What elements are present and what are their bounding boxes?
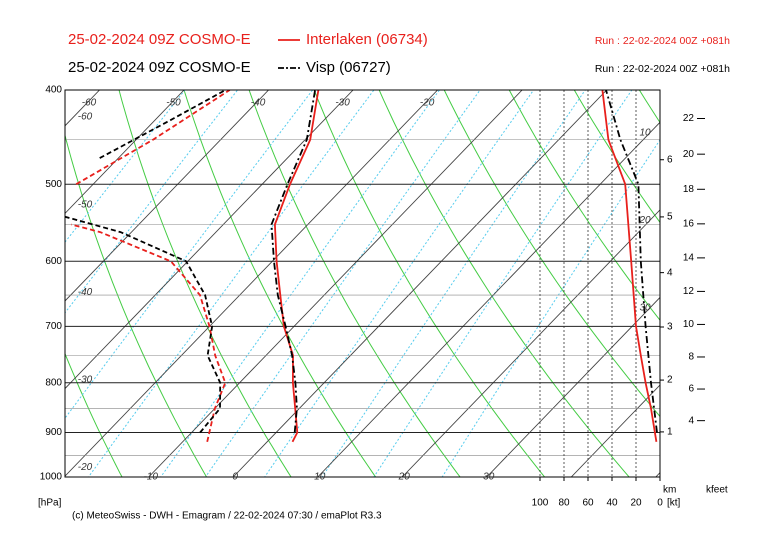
y-tick-label: 700 bbox=[45, 321, 62, 332]
mixing-ratio-line bbox=[321, 90, 586, 477]
temperature-label: -30 bbox=[335, 98, 350, 109]
isotherm bbox=[570, 384, 660, 477]
temperature-label: 10 bbox=[639, 127, 651, 138]
footer: (c) MeteoSwiss - DWH - Emagram / 22-02-2… bbox=[72, 511, 382, 522]
mixing-ratio-line bbox=[204, 90, 481, 477]
y-tick-label: 600 bbox=[45, 256, 62, 267]
y-axis-label: [hPa] bbox=[38, 498, 62, 509]
temperature-label: -10 bbox=[143, 472, 158, 483]
temperature-label: 20 bbox=[398, 472, 411, 483]
temperature-label: -30 bbox=[78, 374, 93, 385]
wind-axis-label: [kt] bbox=[667, 498, 681, 509]
header-title: 25-02-2024 09Z COSMO-E bbox=[68, 59, 251, 76]
isotherm bbox=[65, 90, 438, 477]
background-lines bbox=[65, 90, 660, 477]
temperature-label: 30 bbox=[483, 472, 495, 483]
y-tick-label: 800 bbox=[45, 377, 62, 388]
kfeet-tick-label: 18 bbox=[683, 184, 695, 195]
dewpoint-profile bbox=[70, 223, 227, 443]
kfeet-tick-label: 22 bbox=[683, 113, 695, 124]
dewpoint-profile bbox=[65, 215, 222, 434]
wind-tick-label: 60 bbox=[582, 498, 594, 509]
kfeet-tick-label: 6 bbox=[688, 384, 694, 395]
isotherm bbox=[486, 296, 660, 477]
temperature-label: 30 bbox=[639, 303, 651, 314]
wind-tick-label: 40 bbox=[606, 498, 618, 509]
temperature-label: -50 bbox=[166, 98, 181, 109]
km-tick-label: 6 bbox=[667, 154, 673, 165]
kfeet-tick-label: 10 bbox=[683, 319, 695, 330]
kfeet-tick-label: 12 bbox=[683, 286, 695, 297]
wind-speed-profile bbox=[605, 90, 658, 433]
kfeet-tick-label: 14 bbox=[683, 253, 695, 264]
km-tick-label: 4 bbox=[667, 267, 673, 278]
run-info: Run : 22-02-2024 00Z +081h bbox=[595, 63, 730, 75]
temperature-label: 10 bbox=[314, 472, 326, 483]
profiles bbox=[65, 90, 658, 443]
kfeet-label: kfeet bbox=[706, 485, 728, 496]
isotherm bbox=[65, 90, 269, 302]
y-tick-label: 1000 bbox=[40, 472, 63, 483]
km-tick-label: 5 bbox=[667, 212, 673, 223]
wind-tick-label: 20 bbox=[630, 498, 642, 509]
run-info: Run : 22-02-2024 00Z +081h bbox=[595, 35, 730, 47]
y-tick-label: 900 bbox=[45, 427, 62, 438]
legend-label: Interlaken (06734) bbox=[306, 31, 428, 48]
plot-frame bbox=[64, 89, 661, 478]
isotherm bbox=[401, 209, 660, 477]
isotherm bbox=[65, 90, 354, 390]
y-tick-label: 400 bbox=[45, 85, 62, 96]
isotherm bbox=[65, 90, 185, 215]
km-tick-label: 2 bbox=[667, 375, 673, 386]
wind-tick-label: 100 bbox=[532, 498, 549, 509]
isotherm bbox=[148, 90, 523, 477]
km-tick-label: 3 bbox=[667, 322, 673, 333]
kfeet-tick-label: 16 bbox=[683, 218, 695, 229]
kfeet-tick-label: 8 bbox=[688, 352, 694, 363]
header-title: 25-02-2024 09Z COSMO-E bbox=[68, 31, 251, 48]
wind-speed-profile bbox=[601, 90, 658, 442]
temperature-label: -60 bbox=[82, 98, 97, 109]
legend-label: Visp (06727) bbox=[306, 59, 391, 76]
dewpoint-profile bbox=[99, 90, 226, 159]
dewpoint-profile bbox=[75, 90, 231, 185]
temperature-label: 0 bbox=[232, 472, 238, 483]
temperature-label: -20 bbox=[78, 462, 93, 473]
dry-adiabat bbox=[65, 352, 123, 477]
temperature-label: -40 bbox=[78, 287, 93, 298]
km-tick-label: 1 bbox=[667, 427, 673, 438]
isotherm bbox=[317, 121, 660, 477]
kfeet-tick-label: 20 bbox=[683, 149, 695, 160]
temperature-profile bbox=[270, 90, 316, 433]
wind-tick-label: 0 bbox=[657, 498, 663, 509]
temperature-label: 20 bbox=[638, 215, 651, 226]
kfeet-tick-label: 4 bbox=[688, 415, 694, 426]
y-tick-label: 500 bbox=[45, 179, 62, 190]
wind-tick-label: 80 bbox=[558, 498, 570, 509]
temperature-label: -50 bbox=[78, 199, 93, 210]
km-label: km bbox=[663, 485, 676, 496]
temperature-label: -60 bbox=[78, 112, 93, 123]
temperature-label: -20 bbox=[420, 98, 435, 109]
temperature-label: -40 bbox=[251, 98, 266, 109]
